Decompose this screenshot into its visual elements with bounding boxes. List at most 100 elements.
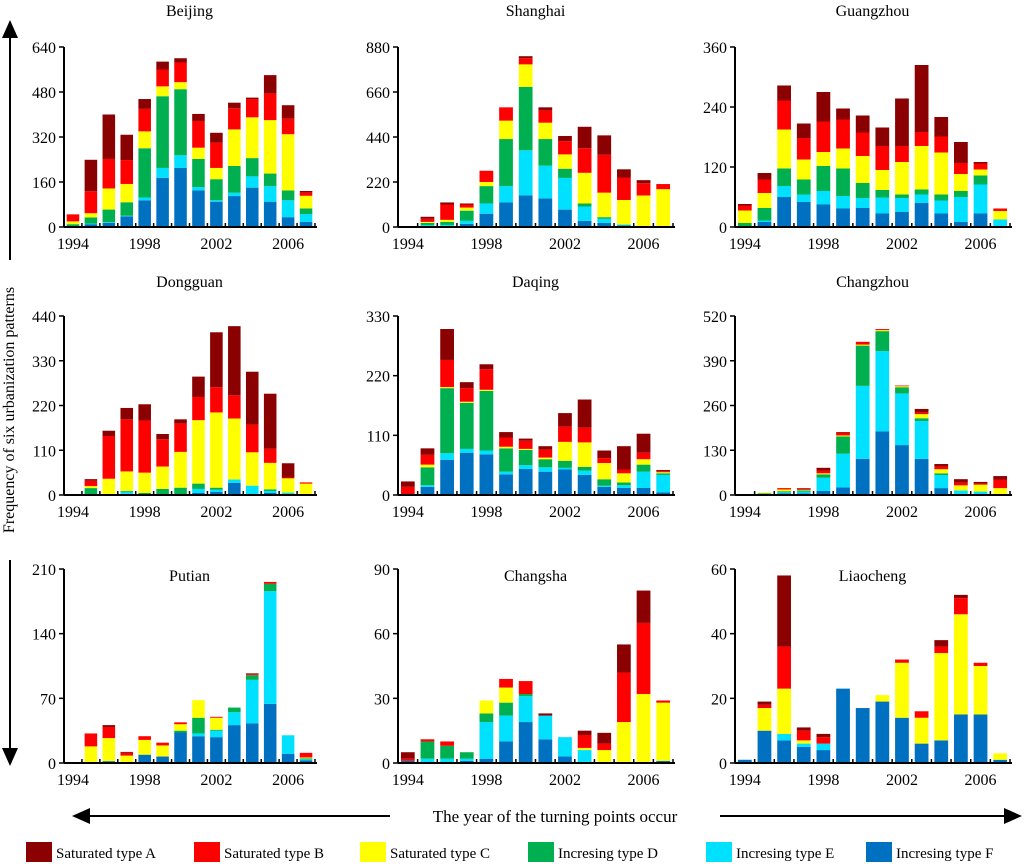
bar-segment-1999-C — [156, 745, 169, 757]
bar-segment-1996-B — [777, 100, 791, 130]
y-tick-label: 110 — [33, 443, 56, 460]
bar-segment-2006-B — [973, 163, 988, 170]
bar-segment-1995-C — [84, 746, 98, 763]
bar-segment-2007-D — [656, 473, 671, 475]
bar-segment-1995-A — [757, 701, 772, 705]
bar-segment-2005-D — [263, 173, 277, 187]
bar-segment-1996-B — [777, 646, 791, 689]
bar-segment-2005-D — [263, 583, 277, 592]
bar-segment-2004-A — [245, 673, 259, 675]
bar-segment-2005-E — [617, 485, 631, 488]
x-tick-label: 1994 — [57, 236, 89, 253]
bar-segment-2005-B — [617, 672, 631, 723]
bar-segment-1995-B — [420, 454, 435, 465]
bar-segment-2005-F — [617, 487, 631, 495]
legend-swatch — [194, 842, 220, 862]
bar-segment-2006-F — [281, 753, 295, 763]
bar-segment-1997-E — [796, 743, 811, 747]
bar-segment-1997-D — [459, 402, 474, 449]
bar-segment-2006-E — [281, 735, 295, 754]
bar-segment-2005-A — [954, 142, 968, 163]
bar-segment-2003-C — [228, 129, 241, 166]
bar-segment-1997-C — [796, 159, 811, 180]
bar-segment-2003-B — [577, 734, 592, 748]
bar-segment-2007-C — [993, 211, 1008, 220]
bar-segment-2005-A — [617, 644, 631, 673]
bar-segment-2006-B — [636, 183, 651, 196]
bar-segment-2006-C — [636, 694, 651, 763]
bar-segment-1999-B — [156, 69, 169, 87]
bar-segment-2004-F — [934, 740, 949, 763]
bar-segment-1996-B — [440, 359, 454, 388]
bar-segment-2004-B — [245, 674, 259, 676]
bar-segment-1999-F — [499, 741, 513, 763]
bar-segment-2003-C — [914, 414, 929, 419]
bar-segment-2003-D — [577, 203, 592, 207]
bar-segment-2005-A — [263, 75, 277, 94]
x-tick-label: 1998 — [129, 236, 161, 253]
bar-segment-1996-F — [102, 222, 116, 227]
bar-segment-2001-D — [875, 331, 890, 352]
bar-segment-2003-B — [914, 412, 929, 415]
x-tick-label: 1994 — [57, 504, 89, 521]
bar-segment-1997-C — [120, 471, 134, 491]
x-tick-label: 2002 — [200, 236, 232, 253]
y-tick-label: 660 — [366, 85, 390, 102]
bar-segment-2000-F — [518, 468, 533, 495]
x-tick-label: 1998 — [470, 236, 502, 253]
bar-segment-1998-D — [816, 166, 831, 191]
bar-segment-1999-C — [156, 86, 169, 97]
bar-segment-2005-E — [954, 197, 968, 222]
bar-segment-2001-E — [875, 351, 890, 432]
bar-segment-2003-F — [228, 196, 241, 227]
bar-segment-2002-B — [210, 716, 223, 718]
bar-segment-1996-E — [440, 453, 454, 460]
bar-segment-1999-F — [836, 208, 850, 227]
bar-segment-2002-E — [210, 489, 223, 492]
bar-segment-2001-F — [538, 739, 553, 763]
bar-segment-1999-C — [836, 435, 850, 437]
bar-segment-1995-E — [757, 220, 772, 222]
bar-segment-1994-F — [737, 759, 752, 763]
bar-segment-2003-B — [914, 132, 929, 146]
y-tick-label: 480 — [32, 85, 56, 102]
bar-segment-2007-B — [299, 482, 313, 484]
bar-segment-2007-D — [299, 758, 313, 760]
bar-segment-1996-B — [102, 726, 116, 739]
bar-segment-2002-D — [210, 487, 223, 490]
bar-segment-1999-F — [836, 487, 850, 495]
x-tick-label: 2006 — [628, 504, 660, 521]
bar-segment-1997-A — [796, 123, 811, 138]
bar-segment-2001-C — [875, 330, 890, 332]
bar-segment-2000-D — [518, 86, 533, 151]
bar-segment-2003-F — [577, 474, 592, 495]
bar-segment-2004-F — [597, 486, 612, 495]
bar-segment-2001-D — [538, 139, 553, 166]
x-tick-label: 2006 — [628, 236, 660, 253]
bar-segment-2007-B — [993, 208, 1008, 211]
x-tick-label: 1994 — [392, 236, 424, 253]
bar-segment-1998-A — [816, 733, 831, 738]
bar-segment-2004-A — [597, 450, 612, 459]
bar-segment-2001-F — [875, 213, 890, 227]
bar-segment-2004-D — [597, 479, 612, 486]
bar-segment-1998-B — [816, 121, 831, 152]
bar-segment-2001-C — [192, 147, 205, 159]
bar-segment-1996-F — [440, 459, 454, 495]
bar-segment-2007-D — [299, 208, 313, 215]
bar-segment-2002-C — [210, 717, 223, 730]
bar-segment-1998-F — [816, 490, 831, 495]
bar-segment-2005-A — [263, 393, 277, 449]
bar-segment-2006-A — [281, 105, 295, 119]
bar-segment-2001-E — [192, 187, 205, 191]
bar-segment-1999-F — [836, 688, 850, 763]
bar-segment-1997-A — [120, 134, 134, 161]
bar-segment-1998-B — [479, 369, 494, 390]
bar-segment-2006-C — [973, 666, 988, 715]
bar-segment-2007-A — [656, 470, 671, 472]
bar-segment-2001-D — [875, 190, 890, 198]
bar-segment-1995-A — [420, 448, 435, 455]
x-tick-label: 1994 — [392, 504, 424, 521]
bar-segment-2004-A — [245, 97, 259, 100]
bar-segment-2006-A — [973, 162, 988, 164]
